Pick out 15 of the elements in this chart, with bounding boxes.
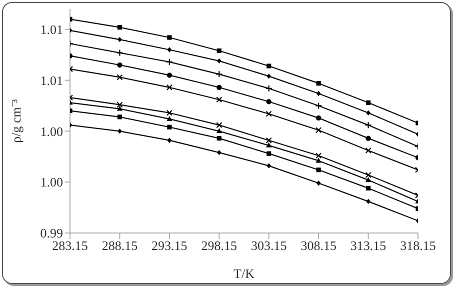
x-axis-title: T/K [234,266,256,281]
x-tick-label: 288.15 [102,238,138,254]
y-tick-label: 1.00 [40,124,63,139]
y-tick-label: 1.01 [40,72,63,88]
x-tick-label: 293.15 [152,238,188,254]
y-tick-label: 1.00 [40,174,63,190]
x-tick-label: 313.15 [350,238,386,254]
x-tick-label: 298.15 [201,238,238,254]
y-tick-label: 0.99 [40,226,63,241]
y-tick-label: 1.01 [40,22,63,37]
x-tick-label: 318.15 [400,238,436,254]
x-tick-label: 308.15 [300,238,336,254]
y-axis-title: ρ/g cm⁻³ [8,99,24,143]
x-tick-label: 283.15 [52,238,88,254]
x-tick-label: 303.15 [250,238,287,254]
